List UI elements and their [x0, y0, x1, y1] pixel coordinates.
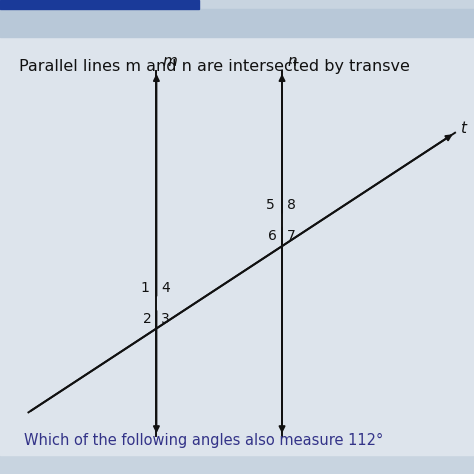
Text: m: m: [162, 54, 177, 69]
Text: 2: 2: [143, 312, 152, 326]
Text: 6: 6: [268, 229, 277, 243]
Text: 1: 1: [140, 281, 149, 295]
Text: 5: 5: [266, 198, 275, 212]
Text: Parallel lines m and n are intersected by transve: Parallel lines m and n are intersected b…: [19, 59, 410, 74]
Bar: [0, 0, 199, 9]
Bar: [0, 37, 474, 455]
Text: 7: 7: [287, 229, 295, 243]
Bar: [0, 9, 474, 37]
Text: 8: 8: [287, 198, 296, 212]
Text: t: t: [460, 121, 466, 137]
Text: 3: 3: [161, 312, 170, 326]
Text: 4: 4: [161, 281, 170, 295]
Text: Which of the following angles also measure 112°: Which of the following angles also measu…: [24, 433, 383, 448]
Text: n: n: [288, 54, 297, 69]
